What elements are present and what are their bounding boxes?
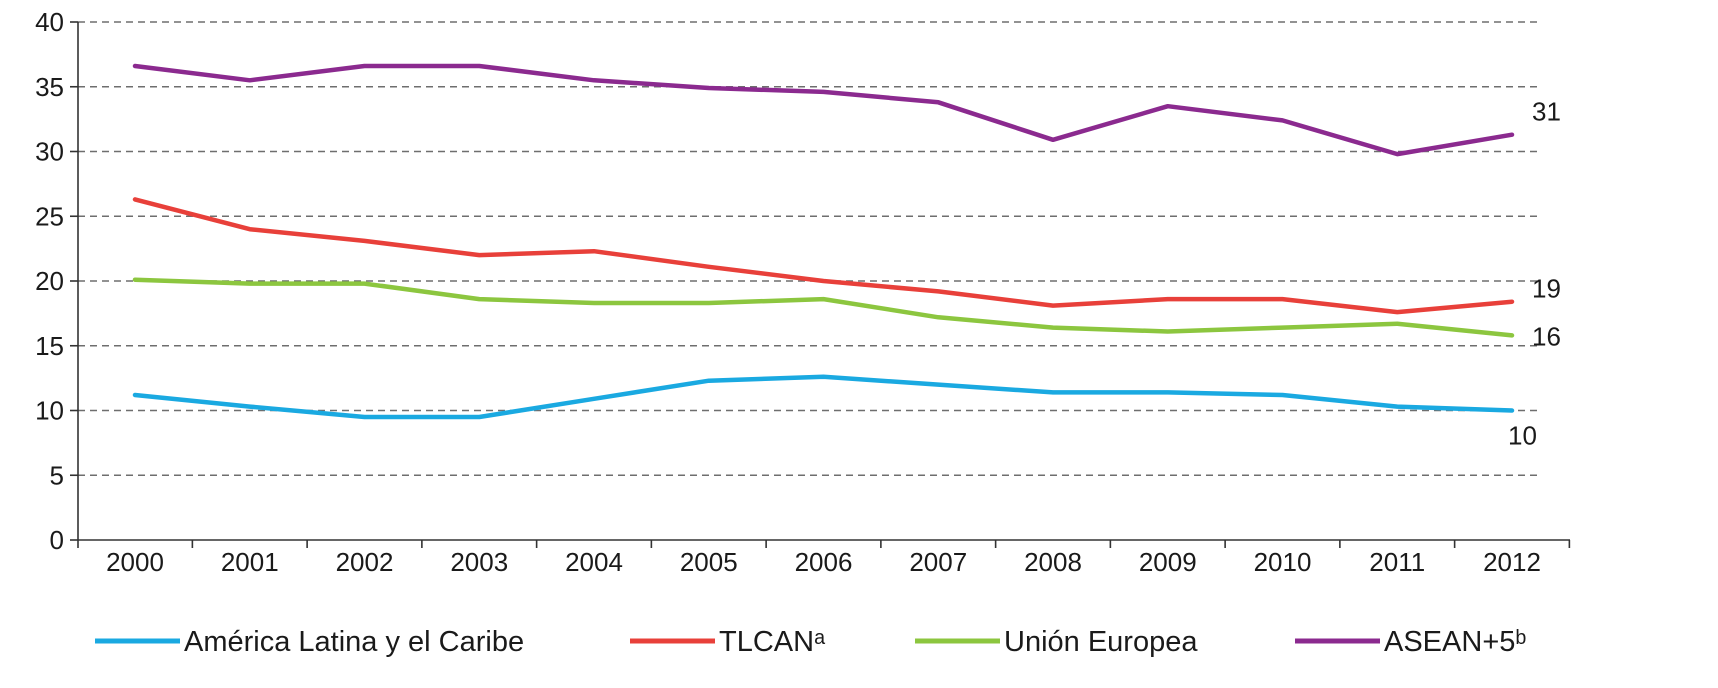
y-tick-label: 20 [35,266,64,296]
y-tick-label: 5 [50,460,64,490]
series-line-1 [132,197,1515,315]
x-tick-label: 2001 [221,547,279,577]
y-tick-label: 30 [35,137,64,167]
x-tick-label: 2003 [450,547,508,577]
x-tick-label: 2008 [1024,547,1082,577]
end-value-labels: 10 19 16 31 [1508,97,1561,451]
legend-label: Unión Europea [1004,626,1198,658]
x-tick-label: 2000 [106,547,164,577]
legend-label: América Latina y el Caribe [184,626,524,658]
x-tick-label: 2006 [795,547,853,577]
y-axis-tick-labels: 0 5 10 15 20 25 30 35 40 [35,7,64,555]
series-line-2 [132,277,1515,338]
end-value-label: 31 [1532,97,1561,127]
legend-label: ASEAN+5ᵇ [1384,626,1526,658]
x-tick-label: 2011 [1369,547,1425,577]
gridlines [78,21,1540,476]
legend: América Latina y el Caribe TLCANᵃ Unión Eu… [95,626,1526,658]
axes [70,21,1571,548]
series-lines [132,63,1515,420]
x-tick-label: 2002 [336,547,394,577]
series-line-0 [132,374,1515,420]
x-tick-label: 2007 [909,547,967,577]
y-tick-label: 0 [50,525,64,555]
x-tick-label: 2005 [680,547,738,577]
series-line-3 [132,63,1515,157]
x-tick-label: 2010 [1254,547,1312,577]
end-value-label: 16 [1532,321,1561,351]
y-tick-label: 40 [35,7,64,37]
legend-label: TLCANᵃ [719,626,825,658]
x-tick-label: 2012 [1483,547,1541,577]
x-tick-label: 2009 [1139,547,1197,577]
y-tick-label: 10 [35,396,64,426]
y-tick-label: 35 [35,72,64,102]
x-tick-label: 2004 [565,547,623,577]
end-value-label: 19 [1532,274,1561,304]
y-tick-label: 25 [35,201,64,231]
y-tick-label: 15 [35,331,64,361]
end-value-label: 10 [1508,421,1537,451]
x-axis-tick-labels: 2000 2001 2002 2003 2004 2005 2006 2007 2008 2009… [106,547,1541,577]
